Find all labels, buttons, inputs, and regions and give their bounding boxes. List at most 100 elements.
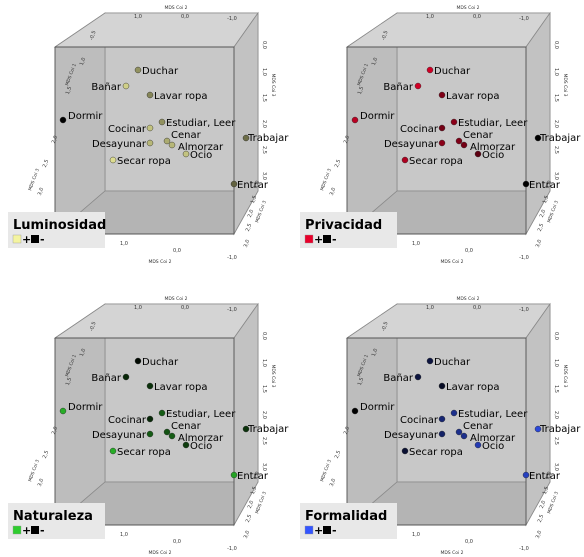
tick-top-1: 0,0 [181, 14, 189, 20]
data-label: Almorzar [178, 142, 224, 153]
data-label: Secar ropa [117, 156, 171, 167]
tick-left-2: 1,5 [65, 377, 73, 387]
tick-lowerright-0: 1,0 [545, 180, 553, 190]
tick-bottom-2: -1,0 [519, 546, 529, 552]
tick-top-2: -1,0 [227, 307, 237, 313]
tick-top-1: 0,0 [473, 14, 481, 20]
tick-bottom-2: -1,0 [227, 546, 237, 552]
tick-bottom-0: 1,0 [120, 532, 128, 538]
data-label: Almorzar [470, 142, 516, 153]
tick-left-1: 1,0 [371, 57, 379, 67]
data-label: Cocinar [400, 124, 439, 135]
axis-label-right: MDS Coi 3 [270, 73, 276, 96]
data-label: Ocio [190, 150, 212, 161]
tick-lowerright-4: 3,0 [535, 239, 543, 249]
data-point [109, 447, 117, 455]
tick-right-0: 0,0 [553, 332, 559, 340]
data-point [182, 441, 190, 449]
data-point [426, 66, 434, 74]
tick-lowerright-3: 2,5 [537, 514, 545, 524]
data-point [168, 141, 176, 149]
tick-right-5: 3,0 [261, 172, 267, 180]
tick-lowerright-4: 3,0 [243, 239, 251, 249]
data-point [450, 118, 458, 126]
data-label: Bañar [383, 373, 413, 384]
data-point [438, 415, 446, 423]
legend-minus: - [332, 524, 337, 537]
tick-right-3: 2,0 [553, 120, 559, 128]
data-label: Desayunar [384, 139, 439, 150]
data-label: Estudiar, Leer [166, 409, 236, 420]
data-point [59, 116, 67, 124]
legend-title: Privacidad [305, 218, 382, 233]
legend-box [300, 212, 397, 248]
legend-title: Luminosidad [13, 218, 106, 233]
tick-left-5: 3,0 [37, 187, 45, 197]
tick-left-0: -0,5 [89, 30, 98, 41]
data-point [242, 425, 250, 433]
tick-right-5: 3,0 [553, 172, 559, 180]
tick-lowerright-2: 2,0 [247, 500, 255, 510]
axis-label-bottom: MDS Coi 2 [440, 259, 463, 265]
axis-label-bottom: MDS Coi 2 [148, 259, 171, 265]
data-point [146, 415, 154, 423]
data-label: Secar ropa [409, 156, 463, 167]
data-label: Estudiar, Leer [458, 118, 528, 129]
tick-left-4: 2,5 [334, 159, 342, 169]
legend-plus: + [22, 233, 31, 246]
data-point [401, 156, 409, 164]
tick-bottom-0: 1,0 [412, 241, 420, 247]
data-label: Ocio [482, 150, 504, 161]
tick-right-4: 2,5 [553, 146, 559, 154]
data-label: Estudiar, Leer [458, 409, 528, 420]
data-point [438, 139, 446, 147]
tick-top-0: 1,0 [426, 14, 434, 20]
data-label: Ocio [482, 441, 504, 452]
data-point [163, 428, 171, 436]
tick-top-1: 0,0 [473, 305, 481, 311]
legend-low-swatch [323, 235, 331, 243]
tick-left-1: 1,0 [371, 348, 379, 358]
tick-left-3: 2,0 [51, 135, 59, 145]
data-label: Bañar [91, 373, 121, 384]
tick-right-3: 2,0 [553, 411, 559, 419]
tick-top-2: -1,0 [227, 16, 237, 22]
data-point [438, 382, 446, 390]
data-label: Dormir [68, 402, 103, 413]
data-point [59, 407, 67, 415]
data-point [146, 382, 154, 390]
legend-low-swatch [323, 526, 331, 534]
data-label: Dormir [68, 111, 103, 122]
data-label: Lavar ropa [154, 382, 208, 393]
axis-label-right: MDS Coi 3 [562, 73, 568, 96]
tick-bottom-1: 0,0 [173, 539, 181, 545]
tick-left-5: 3,0 [37, 478, 45, 488]
tick-lowerright-0: 1,0 [253, 471, 261, 481]
data-point [134, 66, 142, 74]
tick-bottom-1: 0,0 [173, 248, 181, 254]
data-point [158, 409, 166, 417]
data-label: Bañar [91, 82, 121, 93]
axis-label-top: MDS Coi 2 [456, 296, 479, 302]
data-label: Cenar [463, 130, 494, 141]
data-point [146, 139, 154, 147]
tick-right-1: 1,0 [553, 359, 559, 367]
axis-label-top: MDS Coi 2 [164, 296, 187, 302]
data-point [460, 141, 468, 149]
data-point [438, 124, 446, 132]
data-label: Almorzar [470, 433, 516, 444]
data-point [351, 407, 359, 415]
tick-lowerright-2: 2,0 [539, 500, 547, 510]
data-point [438, 91, 446, 99]
tick-right-3: 2,0 [261, 411, 267, 419]
data-label: Duchar [434, 66, 471, 77]
axis-label-top: MDS Coi 2 [456, 5, 479, 11]
tick-bottom-2: -1,0 [227, 255, 237, 261]
data-label: Ocio [190, 441, 212, 452]
data-label: Entrar [237, 471, 269, 482]
tick-left-2: 1,5 [357, 86, 365, 96]
tick-left-3: 2,0 [343, 135, 351, 145]
